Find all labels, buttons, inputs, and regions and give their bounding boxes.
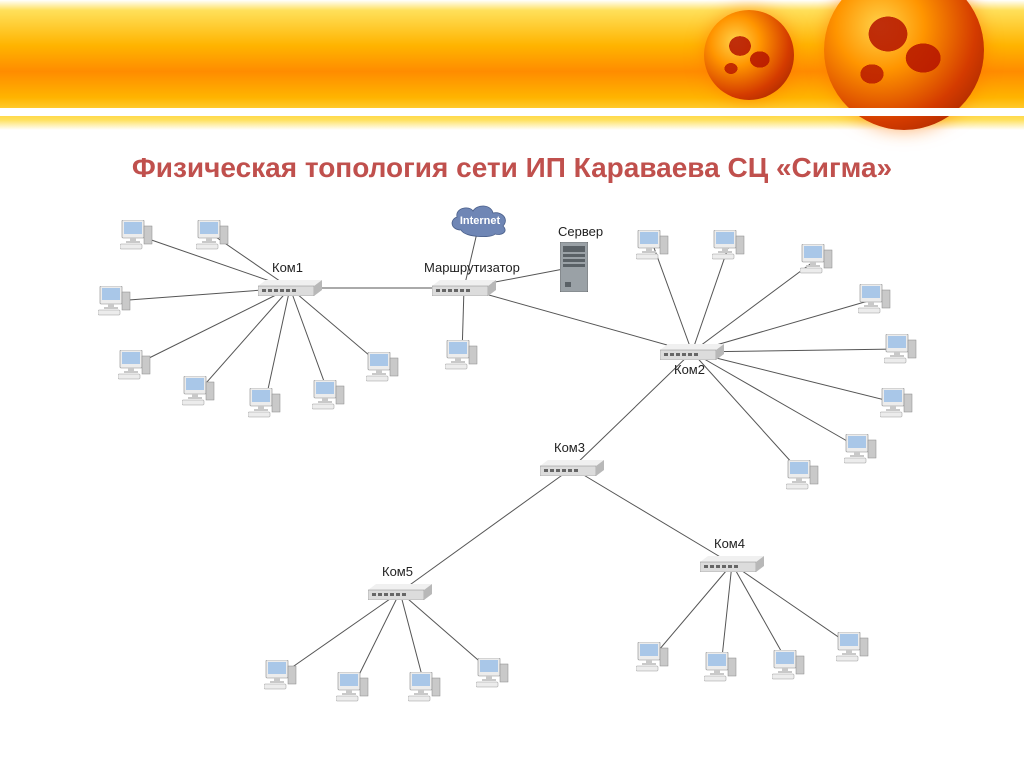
switch-icon xyxy=(660,344,724,360)
switch-icon xyxy=(258,280,322,296)
cloud-icon: Internet xyxy=(445,202,515,238)
network-edge xyxy=(135,288,290,365)
pc-icon xyxy=(636,642,670,672)
pc-icon xyxy=(118,350,152,380)
pc-icon xyxy=(704,652,738,682)
network-edge xyxy=(732,564,853,647)
pc-icon xyxy=(772,650,806,680)
pc-icon xyxy=(312,380,346,410)
node-label: Маршрутизатор xyxy=(424,260,520,275)
network-edge xyxy=(692,259,817,352)
pc-icon xyxy=(366,352,400,382)
svg-text:Internet: Internet xyxy=(460,215,501,227)
network-edge xyxy=(692,352,803,475)
switch-icon xyxy=(368,584,432,600)
switch-icon xyxy=(540,460,604,476)
pc-icon xyxy=(120,220,154,250)
network-edge xyxy=(400,468,572,592)
pc-icon xyxy=(786,460,820,490)
network-edge xyxy=(265,288,290,403)
network-edge xyxy=(464,288,692,352)
node-label: Ком2 xyxy=(674,362,705,377)
pc-icon xyxy=(182,376,216,406)
node-label: Ком4 xyxy=(714,536,745,551)
switch-icon xyxy=(700,556,764,572)
pc-icon xyxy=(800,244,834,274)
pc-icon xyxy=(476,658,510,688)
pc-icon xyxy=(408,672,442,702)
node-label: Ком5 xyxy=(382,564,413,579)
pc-icon xyxy=(836,632,870,662)
pc-icon xyxy=(264,660,298,690)
network-edge xyxy=(692,245,729,352)
pc-icon xyxy=(636,230,670,260)
node-label: Ком3 xyxy=(554,440,585,455)
server-icon xyxy=(560,242,588,292)
slide-header xyxy=(0,0,1024,130)
slide-title: Физическая топология сети ИП Караваева С… xyxy=(0,152,1024,184)
pc-icon xyxy=(98,286,132,316)
header-band xyxy=(0,108,1024,116)
pc-icon xyxy=(844,434,878,464)
pc-icon xyxy=(248,388,282,418)
network-edge xyxy=(572,468,732,564)
node-label: Ком1 xyxy=(272,260,303,275)
pc-icon xyxy=(336,672,370,702)
pc-icon xyxy=(884,334,918,364)
pc-icon xyxy=(880,388,914,418)
globe-decoration xyxy=(704,10,794,100)
pc-icon xyxy=(445,340,479,370)
network-edge xyxy=(653,245,692,352)
switch-icon xyxy=(432,280,496,296)
network-edge xyxy=(281,592,400,675)
pc-icon xyxy=(712,230,746,260)
network-diagram: Internet Маршрутизатор Сервер Ком1 Ком2 xyxy=(0,184,1024,724)
node-label: Сервер xyxy=(558,224,603,239)
pc-icon xyxy=(858,284,892,314)
network-edge xyxy=(692,352,861,449)
pc-icon xyxy=(196,220,230,250)
